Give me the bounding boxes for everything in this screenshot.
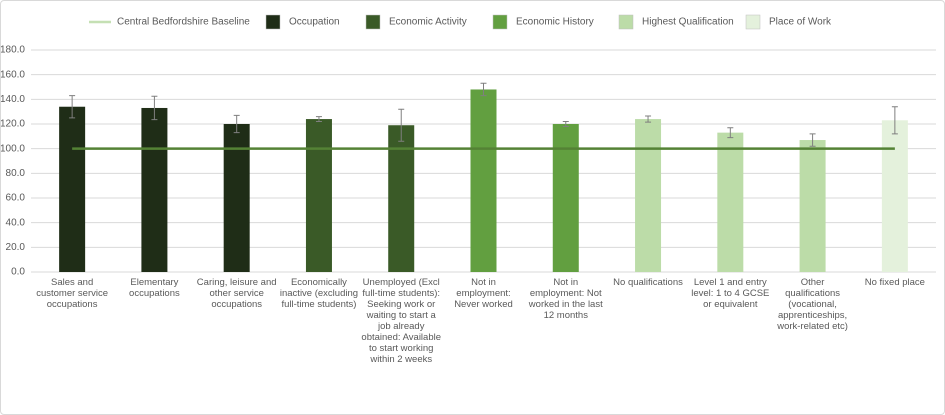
x-tick-label: Economically inactive (excluding full-ti… (279, 277, 359, 310)
error-bar (233, 114, 240, 134)
error-bar (809, 133, 816, 147)
x-tick-label: Other qualifications (vocational, appren… (777, 277, 848, 332)
error-bar (69, 95, 76, 119)
error-bar (398, 108, 405, 142)
y-tick-label: 100.0 (1, 143, 25, 154)
legend-label: Central Bedfordshire Baseline (117, 17, 250, 28)
y-tick-label: 20.0 (6, 242, 26, 253)
y-tick-label: 60.0 (6, 193, 26, 204)
x-tick-label: Not in employment: Not worked in the las… (528, 277, 603, 321)
y-tick-label: 0.0 (11, 267, 25, 278)
x-tick-label: Elementary occupations (129, 277, 180, 299)
error-bar (562, 121, 569, 127)
x-tick-label: Caring, leisure and other service occupa… (196, 277, 277, 310)
x-tick-label: No fixed place (864, 277, 925, 288)
bar (388, 125, 415, 272)
legend-label: Economic History (516, 17, 594, 28)
bar (635, 119, 662, 272)
error-bar (151, 95, 158, 121)
error-bar (891, 106, 898, 135)
y-tick-label: 120.0 (1, 119, 25, 130)
bar (305, 119, 332, 272)
bar (59, 106, 86, 272)
y-tick-label: 40.0 (6, 217, 26, 228)
error-bar (315, 116, 322, 123)
error-bar (480, 82, 487, 97)
legend-swatch (745, 14, 761, 30)
x-tick-label: Not in employment: Never worked (454, 277, 513, 310)
y-tick-label: 180.0 (1, 45, 25, 56)
bar (141, 107, 168, 272)
bar (799, 140, 826, 272)
y-tick-label: 160.0 (1, 69, 25, 80)
x-tick-label: No qualifications (613, 277, 683, 288)
legend-swatch (492, 14, 508, 30)
x-tick-label: Level 1 and entry level: 1 to 4 GCSE or … (691, 277, 770, 310)
legend-label: Occupation (289, 17, 340, 28)
y-tick-label: 140.0 (1, 94, 25, 105)
bar (223, 124, 250, 272)
legend-label: Place of Work (769, 17, 832, 28)
legend-label: Economic Activity (389, 17, 467, 28)
error-bar (727, 127, 734, 139)
x-tick-label: Unemployed (Excl full-time students): Se… (361, 277, 442, 365)
bar (717, 132, 744, 272)
legend-label: Highest Qualification (642, 17, 734, 28)
x-tick-label: Sales and customer service occupations (36, 277, 109, 310)
legend-swatch (618, 14, 634, 30)
bar (470, 89, 497, 272)
bar (552, 124, 579, 272)
bar (881, 120, 908, 272)
legend-swatch (265, 14, 281, 30)
y-tick-label: 80.0 (6, 168, 26, 179)
legend-swatch (365, 14, 381, 30)
error-bar (645, 115, 652, 123)
